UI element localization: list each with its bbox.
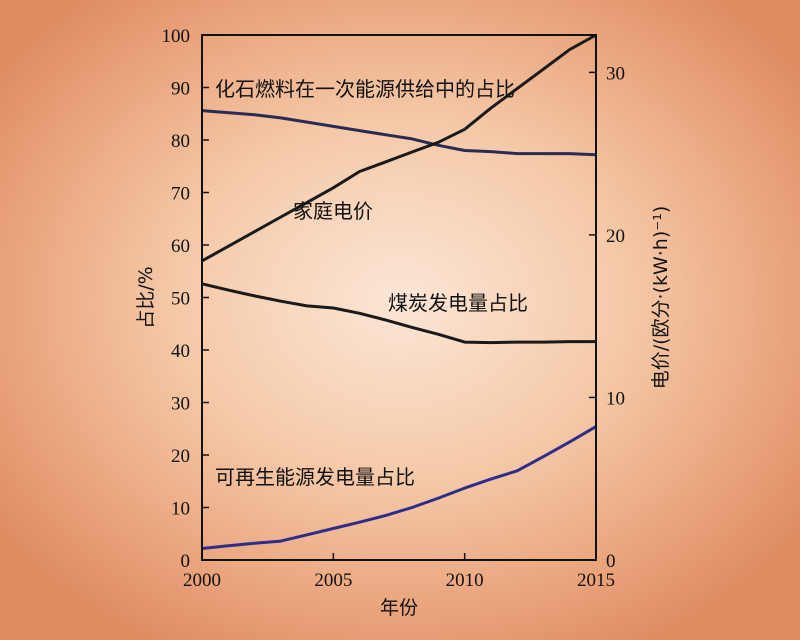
left-y-tick-label: 10	[171, 499, 190, 520]
x-tick-label: 2000	[183, 570, 221, 591]
annotation-household-price: 家庭电价	[293, 199, 373, 223]
left-y-tick-label: 60	[171, 236, 190, 257]
left-y-tick-label: 70	[171, 184, 190, 205]
left-y-tick-label: 100	[162, 26, 191, 47]
left-y-tick-label: 20	[171, 446, 190, 467]
right-y-tick-label: 0	[606, 551, 616, 572]
x-axis-title: 年份	[380, 597, 418, 619]
left-y-tick-label: 90	[171, 79, 190, 100]
left-y-tick-label: 30	[171, 394, 190, 415]
right-y-tick-label: 30	[606, 63, 625, 84]
left-y-tick-label: 40	[171, 341, 190, 362]
left-y-tick-label: 50	[171, 289, 190, 310]
series-line-household-price	[201, 33, 597, 263]
left-y-tick-label: 80	[171, 131, 190, 152]
left-y-tick-label: 0	[181, 551, 191, 572]
annotation-renewable-share: 可再生能源发电量占比	[215, 465, 415, 489]
series-line-fossil-share	[201, 109, 597, 157]
series-layer	[201, 33, 597, 550]
annotation-layer: 化石燃料在一次能源供给中的占比 家庭电价 煤炭发电量占比 可再生能源发电量占比	[215, 77, 528, 489]
series-line-renewable-share	[201, 425, 597, 550]
annotation-coal-share: 煤炭发电量占比	[388, 291, 528, 315]
annotation-fossil-share: 化石燃料在一次能源供给中的占比	[215, 77, 515, 101]
x-tick-label: 2010	[446, 570, 484, 591]
left-y-axis-title: 占比/%	[135, 266, 157, 328]
x-tick-label: 2005	[314, 570, 352, 591]
x-tick-label: 2015	[577, 570, 615, 591]
ticks-layer: 0 10 20 30 40 50 60 70 80 90 100 0 10 20 30 2000 2005 201…	[162, 26, 626, 591]
right-y-tick-label: 10	[606, 388, 625, 409]
right-y-tick-label: 20	[606, 226, 625, 247]
series-line-coal-share	[201, 282, 596, 345]
right-y-axis-title: 电价/(欧分·(kW·h)⁻¹)	[650, 206, 672, 390]
